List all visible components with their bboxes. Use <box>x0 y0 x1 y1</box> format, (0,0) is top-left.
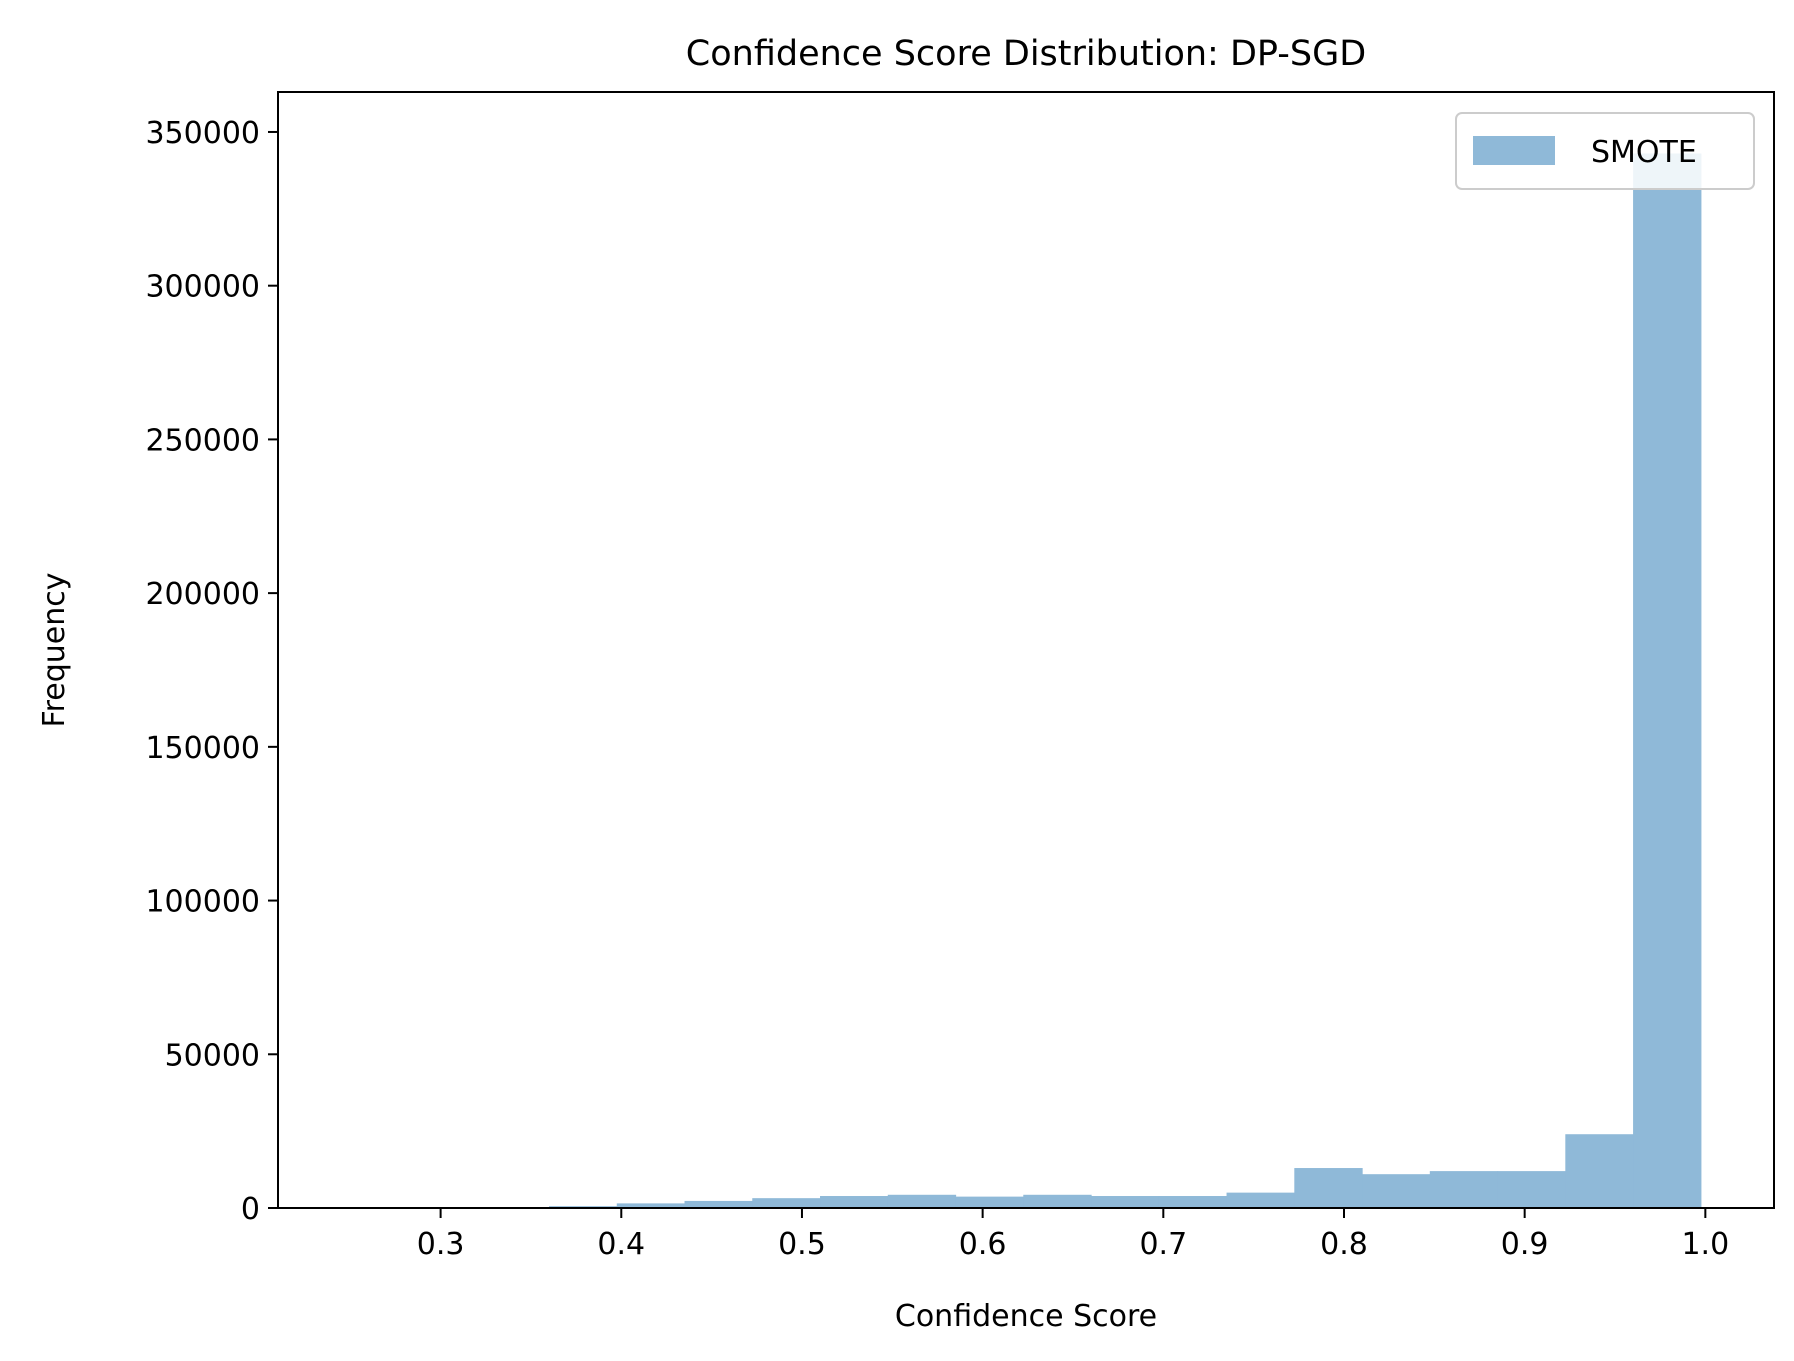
histogram-bar <box>820 1196 889 1208</box>
x-tick-label: 1.0 <box>1681 1227 1729 1262</box>
y-axis: 0 50000 100000 150000 200000 250000 300000 3500… <box>145 116 278 1227</box>
histogram-bar <box>752 1198 821 1208</box>
legend: SMOTE <box>1455 112 1755 190</box>
histogram-bar <box>1565 1134 1634 1208</box>
legend-swatch <box>1473 136 1555 165</box>
x-tick-label: 0.3 <box>417 1227 465 1262</box>
y-axis-label: Frequency <box>37 573 72 728</box>
histogram-bar <box>1497 1171 1566 1208</box>
histogram-bar <box>1294 1168 1363 1208</box>
x-tick-label: 0.5 <box>778 1227 826 1262</box>
histogram-bar <box>1226 1192 1295 1208</box>
histogram-bar <box>1091 1196 1160 1208</box>
y-tick-label: 50000 <box>165 1038 260 1073</box>
chart-title: Confidence Score Distribution: DP-SGD <box>686 34 1366 74</box>
y-tick-label: 150000 <box>145 731 260 766</box>
histogram-bar <box>887 1194 957 1208</box>
x-tick-label: 0.7 <box>1139 1227 1187 1262</box>
x-tick-label: 0.6 <box>959 1227 1007 1262</box>
histogram-bar <box>616 1203 686 1208</box>
x-axis-label: Confidence Score <box>895 1299 1157 1334</box>
y-tick-label: 250000 <box>145 423 260 458</box>
legend-box <box>1455 112 1755 190</box>
x-tick-label: 0.8 <box>1320 1227 1368 1262</box>
histogram-bar <box>684 1200 753 1208</box>
histogram-bars <box>345 153 1702 1209</box>
x-tick-label: 0.9 <box>1501 1227 1549 1262</box>
x-axis: 0.3 0.4 0.5 0.6 0.7 0.8 0.9 1.0 <box>417 1208 1729 1262</box>
y-tick-label: 350000 <box>145 116 260 151</box>
y-tick-label: 100000 <box>145 885 260 920</box>
y-tick-label: 0 <box>241 1192 260 1227</box>
histogram-bar <box>1429 1171 1499 1208</box>
y-tick-label: 200000 <box>145 577 260 612</box>
y-tick-label: 300000 <box>145 270 260 305</box>
histogram-bar <box>955 1196 1024 1208</box>
histogram-bar <box>1158 1196 1228 1208</box>
histogram-bar <box>1633 153 1702 1209</box>
histogram-bar <box>1023 1194 1092 1208</box>
x-tick-label: 0.4 <box>597 1227 645 1262</box>
legend-label: SMOTE <box>1591 135 1697 170</box>
plot-frame <box>277 91 1775 1209</box>
histogram-bar <box>1362 1174 1431 1208</box>
